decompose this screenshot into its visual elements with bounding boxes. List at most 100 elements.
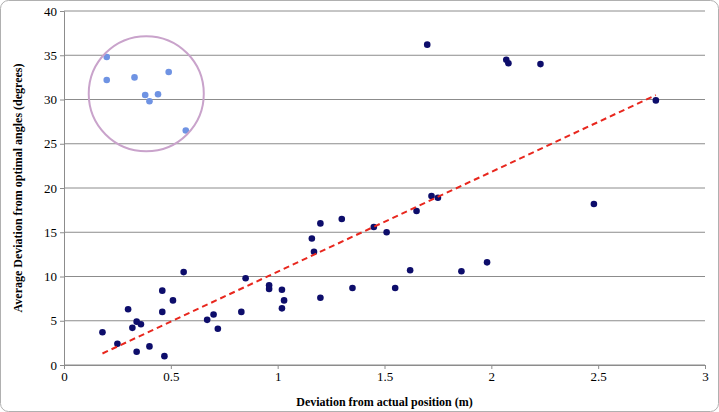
data-area <box>99 41 659 359</box>
point <box>242 275 249 282</box>
tick-label: 40 <box>44 4 57 19</box>
point <box>238 309 245 316</box>
point <box>138 321 145 328</box>
tick: 2 <box>489 365 496 384</box>
grid-line <box>64 276 705 277</box>
tick-mark <box>60 277 64 278</box>
tick: 10 <box>44 269 64 284</box>
tick-mark <box>60 100 64 101</box>
plot: 00.511.522.530510152025303540 <box>44 4 709 385</box>
point <box>392 285 399 292</box>
tick: 1.5 <box>377 365 393 384</box>
tick: 15 <box>44 225 64 240</box>
point <box>383 229 390 236</box>
y-axis-title: Average Deviation from optimal angles (d… <box>11 64 25 313</box>
tick: 0.5 <box>163 365 179 384</box>
point-group <box>103 54 189 134</box>
chart-border <box>1 1 719 412</box>
grid-line <box>64 99 705 100</box>
tick-label: 35 <box>44 48 57 63</box>
y-axis: 0 5 10 15 20 25 30 35 40 <box>44 4 65 373</box>
tick: 20 <box>44 181 64 196</box>
point <box>204 317 211 324</box>
grid-line <box>64 11 705 12</box>
point <box>215 325 222 332</box>
tick-label: 0 <box>51 358 58 373</box>
chart: 00.511.522.530510152025303540Deviation f… <box>0 0 719 412</box>
point <box>653 97 660 104</box>
tick: 25 <box>44 136 64 151</box>
point <box>458 268 465 275</box>
point <box>125 306 132 313</box>
point <box>99 329 106 336</box>
tick-mark <box>60 11 64 12</box>
tick: 30 <box>44 92 64 107</box>
tick-label: 0 <box>61 369 68 384</box>
tick: 0 <box>51 358 65 373</box>
point <box>210 311 217 318</box>
y-grid <box>64 11 705 365</box>
point <box>146 343 153 350</box>
highlight-circle <box>89 36 204 151</box>
point <box>349 285 356 292</box>
point <box>114 340 121 347</box>
tick-mark <box>60 144 64 145</box>
point <box>407 267 414 274</box>
x-axis-title: Deviation from actual position (m) <box>296 395 472 409</box>
axis-line <box>60 12 65 366</box>
point <box>155 91 162 98</box>
tick: 3 <box>702 365 709 384</box>
point <box>279 286 286 293</box>
tick: 5 <box>51 313 65 328</box>
tick-mark <box>60 55 64 56</box>
tick-label: 15 <box>44 225 57 240</box>
tick: 2.5 <box>591 365 607 384</box>
point <box>103 77 110 84</box>
tick-label: 3 <box>702 369 709 384</box>
grid-line <box>64 143 705 144</box>
grid-line <box>64 320 705 321</box>
point <box>159 309 166 316</box>
point <box>129 325 136 332</box>
grid-line <box>64 55 705 56</box>
tick-label: 30 <box>44 92 57 107</box>
point <box>338 216 345 223</box>
tick-mark <box>60 321 64 322</box>
point <box>266 286 273 293</box>
tick-label: 2 <box>489 369 496 384</box>
tick-label: 25 <box>44 136 57 151</box>
point <box>131 74 138 81</box>
point <box>309 235 316 242</box>
point <box>146 98 153 105</box>
tick-mark <box>60 232 64 233</box>
point <box>484 259 491 266</box>
point <box>279 305 286 312</box>
tick-mark <box>60 365 64 366</box>
point <box>537 61 544 68</box>
point <box>505 60 512 67</box>
tick: 0 <box>61 365 68 384</box>
point <box>159 287 166 294</box>
tick-label: 10 <box>44 269 57 284</box>
trend-line <box>102 95 655 353</box>
point <box>317 220 324 227</box>
tick: 1 <box>275 365 282 384</box>
point <box>170 297 177 304</box>
point <box>180 269 187 276</box>
tick-mark <box>60 188 64 189</box>
tick-label: 20 <box>44 181 57 196</box>
point <box>161 353 168 360</box>
point <box>591 201 598 208</box>
tick-label: 1 <box>275 369 282 384</box>
tick-label: 2.5 <box>591 369 607 384</box>
point <box>142 92 149 99</box>
point <box>317 294 324 301</box>
point <box>424 41 431 48</box>
point <box>281 297 288 304</box>
tick-label: 0.5 <box>163 369 179 384</box>
point <box>165 69 172 76</box>
x-axis: 0 0.5 1 1.5 2 2.5 3 <box>61 365 709 384</box>
tick-label: 5 <box>51 313 58 328</box>
tick: 40 <box>44 4 64 19</box>
point-group <box>99 41 659 359</box>
